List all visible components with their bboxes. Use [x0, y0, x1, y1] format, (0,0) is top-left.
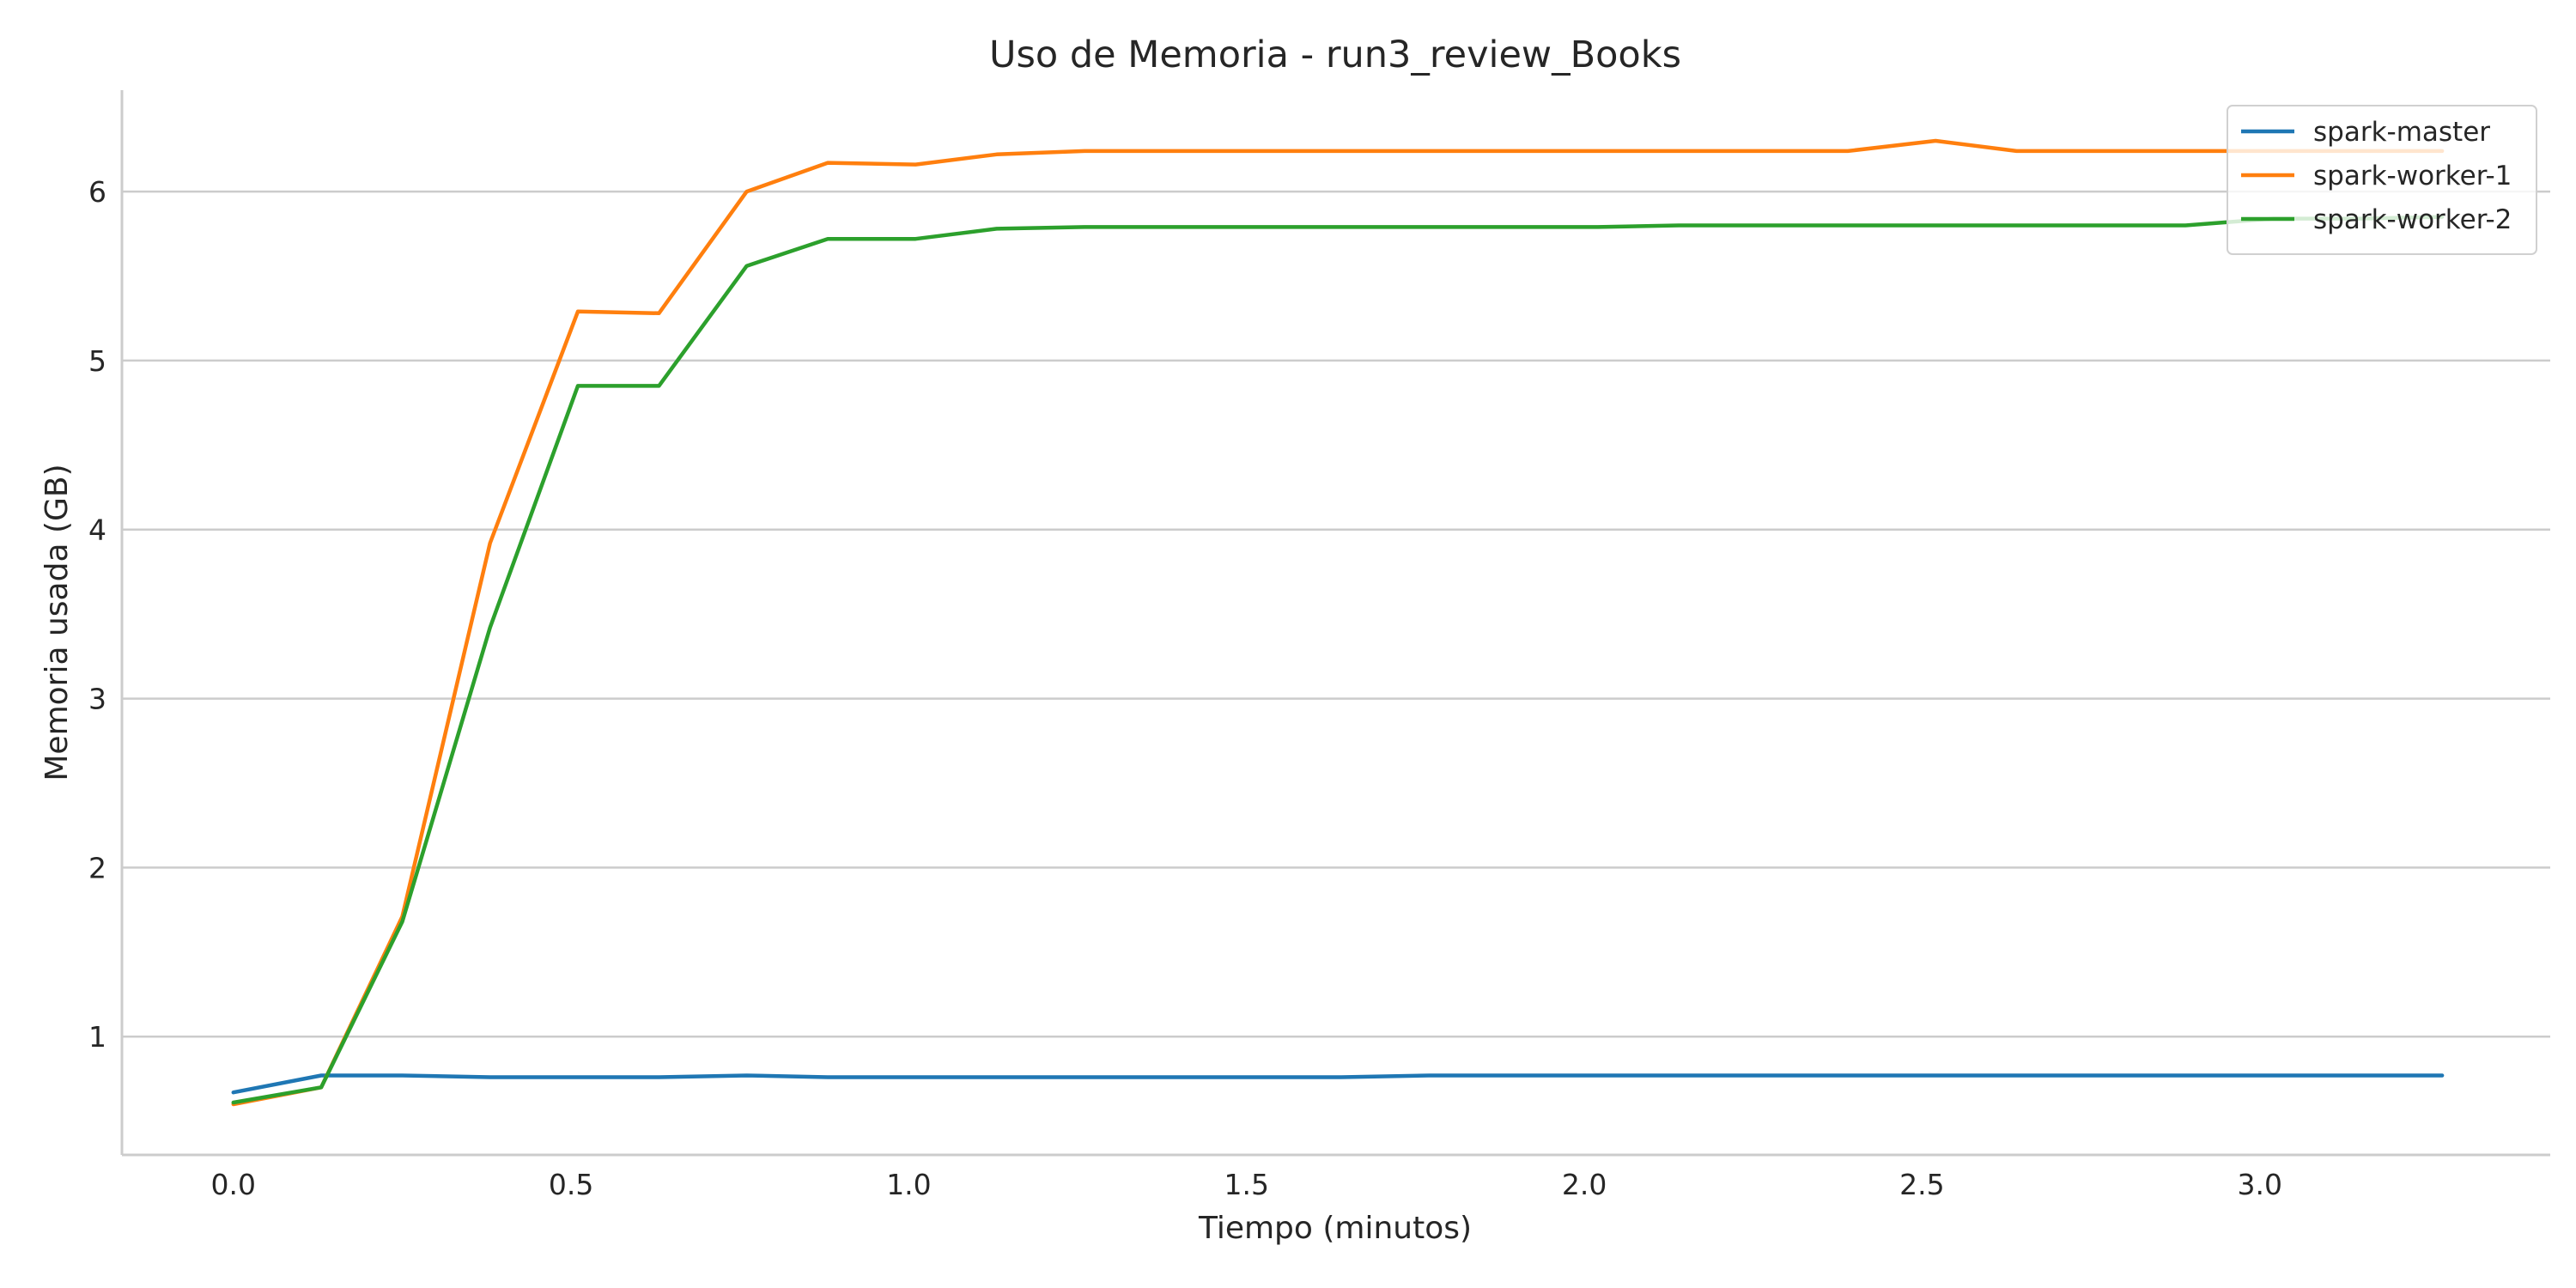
chart-title: Uso de Memoria - run3_review_Books: [989, 33, 1681, 76]
x-tick-label: 1.0: [886, 1168, 931, 1201]
series-line-spark-worker-2: [231, 215, 2445, 1105]
series-line-spark-master: [231, 1073, 2445, 1095]
tick-labels: 1 2 3 4 5 6 0.0 0.5 1.0 1.5 2.0 2.5 3.0: [88, 175, 2282, 1201]
axes: [120, 90, 2550, 1157]
y-tick-label: 4: [88, 513, 106, 547]
legend: spark-master spark-worker-1 spark-worker-2: [2227, 105, 2537, 255]
x-tick-label: 1.5: [1224, 1168, 1269, 1201]
legend-label: spark-worker-1: [2313, 161, 2512, 191]
y-tick-label: 5: [88, 344, 106, 378]
legend-label: spark-worker-2: [2313, 204, 2512, 235]
y-tick-label: 1: [88, 1020, 106, 1054]
y-tick-label: 3: [88, 683, 106, 716]
series-line-spark-worker-1: [231, 138, 2445, 1107]
x-tick-label: 2.0: [1562, 1168, 1607, 1201]
y-tick-label: 6: [88, 175, 106, 209]
x-axis-label: Tiempo (minutos): [1198, 1211, 1472, 1246]
y-axis-label: Memoria usada (GB): [39, 464, 75, 781]
x-tick-label: 2.5: [1899, 1168, 1944, 1201]
x-tick-label: 3.0: [2237, 1168, 2281, 1201]
x-tick-label: 0.0: [211, 1168, 256, 1201]
x-tick-label: 0.5: [549, 1168, 593, 1201]
series-lines: [231, 138, 2445, 1107]
legend-label: spark-master: [2313, 117, 2490, 148]
y-tick-label: 2: [88, 851, 106, 884]
legend-box: [2227, 105, 2537, 255]
